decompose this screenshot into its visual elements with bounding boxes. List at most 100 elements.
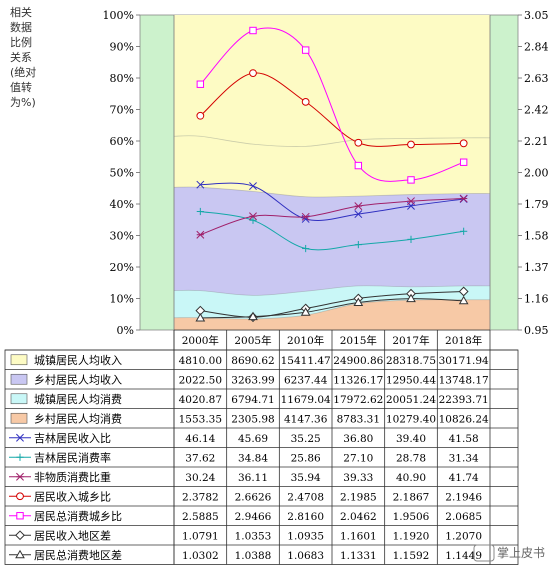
data-value-label: 2.6626 (235, 492, 272, 504)
point-marker-plus (407, 235, 415, 243)
point-marker-plus (196, 207, 204, 216)
data-value-label: 8690.62 (231, 355, 274, 367)
data-value-label: 28.78 (396, 453, 426, 465)
series-name-label: 城镇居民人均消费 (34, 392, 122, 406)
data-value-label: 11679.04 (281, 394, 331, 406)
y-left-axis-title: (绝对 (10, 65, 36, 79)
data-value-label: 36.11 (238, 472, 268, 484)
area-rural-consume (174, 299, 490, 330)
y-left-tick-label: 20% (110, 261, 134, 274)
series-line-6 (200, 298, 464, 319)
data-value-label: 4147.36 (284, 414, 328, 426)
y-right-tick-label: 2.21 (524, 135, 549, 148)
data-value-label: 2.8160 (287, 511, 324, 523)
y-left-axis-title: 相关 (10, 5, 32, 19)
point-marker-x (249, 182, 257, 191)
point-marker-star (459, 194, 468, 203)
data-value-label: 12950.44 (386, 375, 436, 387)
data-value-label: 1.1920 (393, 531, 430, 543)
area-urban-income-top (174, 15, 490, 147)
data-value-label: 2.1867 (393, 492, 430, 504)
y-right-tick-label: 1.37 (524, 261, 549, 274)
point-marker-star (407, 197, 415, 206)
data-value-label: 27.10 (343, 453, 373, 465)
point-marker-circle (354, 138, 363, 147)
data-value-label: 1.0791 (182, 531, 219, 543)
data-value-label: 24900.86 (333, 355, 383, 367)
point-marker-triangle (300, 307, 311, 316)
y-right-tick-label: 3.05 (524, 9, 549, 22)
data-value-label: 1.1592 (393, 550, 430, 562)
series-line-2 (200, 198, 464, 236)
data-value-label: 6237.44 (284, 375, 328, 387)
watermark-icon (473, 544, 495, 562)
y-right-tick-label: 1.58 (524, 230, 549, 243)
point-marker-plus (302, 244, 310, 253)
series-name-label: 居民总消费地区差 (34, 548, 122, 562)
data-value-label: 3263.99 (231, 375, 274, 387)
data-value-label: 4020.87 (179, 394, 222, 406)
series-name-label: 居民收入地区差 (34, 529, 111, 543)
data-value-label: 2305.98 (231, 414, 274, 426)
y-left-axis-title: 关系 (10, 50, 32, 64)
series-line-1 (200, 211, 464, 251)
data-value-label: 2.1946 (445, 492, 482, 504)
point-marker-square (16, 512, 24, 520)
data-value-label: 1.2070 (445, 531, 482, 543)
data-value-label: 13748.17 (439, 375, 489, 387)
data-value-label: 22393.71 (439, 394, 489, 406)
data-value-label: 20051.24 (386, 394, 436, 406)
area-edge-2 (173, 285, 491, 296)
data-value-label: 17972.62 (333, 394, 383, 406)
point-marker-diamond (15, 530, 25, 541)
category-label: 2018年 (445, 334, 482, 347)
point-marker-triangle (15, 549, 25, 559)
point-marker-x (354, 210, 363, 219)
data-value-label: 46.14 (185, 433, 215, 445)
category-label: 2000年 (182, 334, 219, 347)
series-name-label: 居民总消费城乡比 (34, 509, 122, 523)
y-left-tick-label: 100% (103, 9, 134, 22)
point-marker-circle (301, 97, 310, 106)
y-left-tick-label: 70% (110, 104, 134, 117)
data-value-label: 39.33 (343, 472, 373, 484)
data-value-label: 2.3782 (182, 492, 219, 504)
data-value-label: 1553.35 (179, 414, 222, 426)
y-right-tick-label: 2.00 (524, 167, 549, 180)
y-left-tick-label: 40% (110, 198, 134, 211)
legend-swatch (10, 393, 28, 405)
series-line-0 (200, 182, 464, 221)
point-marker-x (196, 180, 205, 189)
y-right-tick-label: 1.79 (524, 198, 549, 211)
y-left-axis-title: 比例 (10, 35, 32, 49)
point-marker-triangle (195, 312, 206, 322)
data-value-label: 34.84 (238, 453, 268, 465)
area-edge-1 (173, 186, 491, 198)
point-marker-circle (196, 111, 205, 120)
y-right-tick-label: 0.95 (524, 324, 549, 337)
data-value-label: 35.94 (291, 472, 321, 484)
category-label: 2010年 (287, 334, 324, 347)
data-value-label: 10279.40 (386, 414, 436, 426)
area-edge-0 (173, 135, 491, 147)
category-label: 2005年 (234, 334, 271, 347)
point-marker-circle (459, 139, 468, 148)
point-marker-triangle (458, 295, 469, 305)
watermark-text: 掌上皮书 (497, 546, 545, 560)
y-left-tick-label: 30% (110, 230, 134, 243)
data-value-label: 1.1331 (340, 550, 377, 562)
series-name-label: 乡村居民人均消费 (34, 412, 122, 426)
y-left-tick-label: 60% (110, 135, 134, 148)
point-marker-star (301, 212, 310, 221)
series-name-label: 非物质消费比重 (34, 470, 111, 484)
y-left-tick-label: 0% (117, 324, 134, 337)
y-left-tick-label: 10% (110, 293, 134, 306)
data-value-label: 1.0935 (287, 531, 324, 543)
y-right-tick-label: 2.42 (524, 104, 549, 117)
category-label: 2015年 (340, 334, 377, 347)
data-value-label: 8783.31 (337, 414, 380, 426)
y-left-axis-title: 为%) (10, 96, 36, 109)
data-value-label: 36.80 (343, 433, 373, 445)
point-marker-circle (16, 492, 24, 501)
